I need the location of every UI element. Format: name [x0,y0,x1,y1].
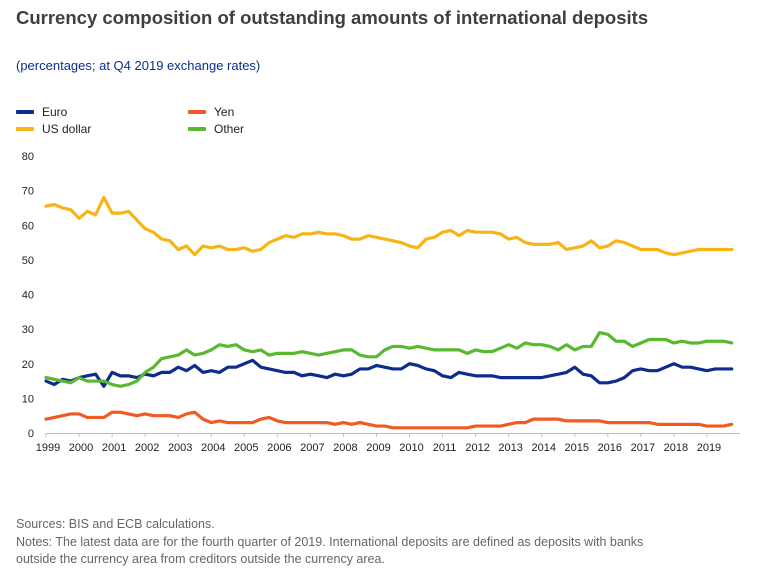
x-tick-label-2017: 2017 [631,442,655,454]
x-tick-label-2003: 2003 [168,442,192,454]
legend-label-us-dollar: US dollar [42,122,92,136]
y-tick-label-30: 30 [22,324,34,336]
y-tick-label-60: 60 [22,220,34,232]
chart-title: Currency composition of outstanding amou… [16,7,649,28]
legend-item-other: Other [188,122,244,136]
x-tick-label-1999: 1999 [36,442,60,454]
x-tick-label-2005: 2005 [234,442,258,454]
y-tick-label-70: 70 [22,186,34,198]
series-line-yen [44,410,734,430]
legend-swatch-other [188,127,206,131]
x-tick-label-2013: 2013 [498,442,522,454]
series-line-us-dollar [44,195,734,257]
legend-swatch-yen [188,110,206,114]
x-tick-label-2001: 2001 [102,442,126,454]
chart-legend: Euro Yen US dollar Other [16,105,316,139]
x-tick-label-2000: 2000 [69,442,93,454]
x-tick-label-2004: 2004 [201,442,225,454]
x-tick-label-2007: 2007 [300,442,324,454]
legend-label-other: Other [214,122,245,136]
x-tick-label-2016: 2016 [598,442,622,454]
y-tick-label-10: 10 [22,393,34,405]
x-tick-label-2010: 2010 [399,442,423,454]
y-tick-label-50: 50 [22,255,34,267]
series-line-other [44,330,734,388]
footnotes: Sources: BIS and ECB calculations. Notes… [16,516,771,569]
y-tick-label-40: 40 [22,290,34,302]
x-tick-label-2012: 2012 [465,442,489,454]
x-tick-label-2015: 2015 [565,442,589,454]
notes-line-2: outside the currency area from creditors… [16,552,385,566]
legend-item-us-dollar: US dollar [16,122,91,136]
x-tick-label-2002: 2002 [135,442,159,454]
x-tick-label-2011: 2011 [433,442,457,454]
x-tick-label-2018: 2018 [664,442,688,454]
chart-subtitle: (percentages; at Q4 2019 exchange rates) [16,58,261,73]
series-line-euro [44,358,734,388]
legend-item-yen: Yen [188,105,234,119]
x-tick-label-2019: 2019 [697,442,721,454]
x-tick-label-2009: 2009 [366,442,390,454]
sources-note: Sources: BIS and ECB calculations. [16,517,215,531]
y-tick-label-20: 20 [22,359,34,371]
legend-swatch-us-dollar [16,127,34,131]
legend-label-yen: Yen [214,105,235,119]
y-tick-label-80: 80 [22,151,34,163]
legend-swatch-euro [16,110,34,114]
x-tick-label-2006: 2006 [267,442,291,454]
legend-item-euro: Euro [16,105,67,119]
legend-label-euro: Euro [42,105,68,119]
y-tick-label-0: 0 [28,428,34,440]
x-tick-label-2014: 2014 [531,442,555,454]
x-tick-label-2008: 2008 [333,442,357,454]
notes-line-1: Notes: The latest data are for the fourt… [16,534,644,549]
